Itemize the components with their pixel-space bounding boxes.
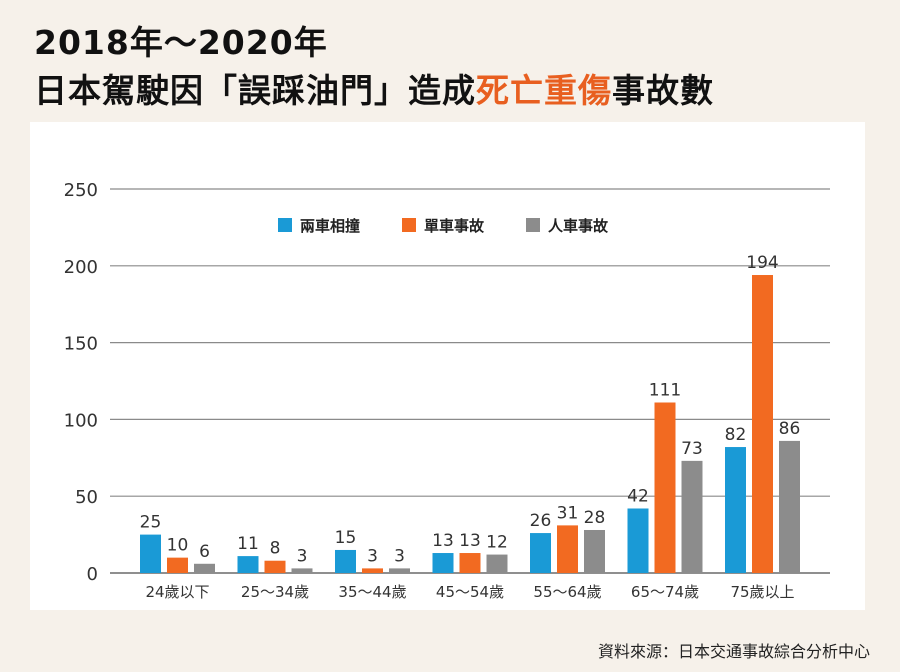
y-tick-label: 0 — [87, 564, 98, 585]
bar — [459, 553, 481, 573]
data-label: 8 — [270, 539, 281, 559]
data-label: 73 — [681, 439, 703, 459]
y-tick-label: 100 — [64, 410, 98, 431]
chart-panel: 0 50 100 150 200 250 25 10 6 24歲以下 11 8 3 25～34歲 15 3 3 3… — [30, 122, 865, 610]
legend-swatch — [402, 218, 416, 232]
bar — [291, 568, 313, 573]
data-label: 15 — [335, 528, 357, 548]
legend-label: 單車事故 — [424, 217, 485, 235]
x-tick-label: 35～44歲 — [338, 583, 406, 601]
bar — [486, 554, 508, 573]
bar — [627, 508, 649, 573]
bar — [584, 529, 605, 573]
data-label: 26 — [530, 511, 552, 531]
data-label: 13 — [432, 531, 454, 551]
chart-title-line-1: 2018年～2020年 — [34, 23, 328, 62]
chart-title-line-2: 日本駕駛因「誤踩油門」造成死亡重傷事故數 — [34, 64, 714, 112]
bar — [140, 534, 161, 573]
x-tick-label: 24歲以下 — [145, 583, 209, 601]
y-tick-label: 150 — [64, 334, 98, 355]
bar — [557, 525, 578, 573]
y-tick-label: 200 — [64, 257, 98, 278]
data-label: 11 — [237, 534, 259, 554]
title-prefix: 日本駕駛因「誤踩油門」造成 — [34, 71, 476, 110]
bar — [681, 460, 703, 573]
data-label: 3 — [394, 546, 405, 566]
data-label: 86 — [779, 419, 801, 439]
title-suffix: 事故數 — [612, 71, 714, 110]
data-label: 28 — [584, 508, 606, 528]
bar — [335, 549, 356, 573]
legend-swatch — [526, 218, 540, 232]
bar — [725, 447, 746, 573]
bar — [237, 556, 259, 573]
data-label: 31 — [557, 503, 579, 523]
data-label: 3 — [297, 546, 308, 566]
x-tick-label: 45～54歲 — [436, 583, 504, 601]
bar — [362, 568, 383, 573]
bar — [389, 568, 410, 573]
x-tick-label: 55～64歲 — [533, 583, 601, 601]
bar — [530, 533, 551, 573]
legend-swatch — [278, 218, 292, 232]
bar — [432, 553, 454, 573]
data-label: 6 — [199, 542, 210, 562]
bar — [194, 563, 215, 573]
bar — [752, 275, 773, 573]
data-label: 111 — [649, 381, 681, 401]
x-tick-label: 75歲以上 — [730, 583, 794, 601]
title-accent: 死亡重傷 — [476, 71, 612, 110]
data-label: 13 — [459, 531, 481, 551]
y-tick-label: 250 — [64, 180, 98, 201]
data-label: 25 — [140, 513, 162, 533]
bar — [779, 440, 800, 573]
bar — [654, 402, 676, 573]
source-note: 資料來源：日本交通事故綜合分析中心 — [597, 642, 870, 661]
legend-label: 人車事故 — [548, 217, 609, 235]
legend-label: 兩車相撞 — [300, 217, 360, 235]
y-tick-label: 50 — [75, 487, 98, 508]
data-label: 82 — [725, 425, 747, 445]
bar — [264, 560, 286, 573]
data-label: 3 — [367, 546, 378, 566]
data-label: 12 — [486, 533, 508, 553]
x-tick-label: 25～34歲 — [241, 583, 309, 601]
data-label: 10 — [167, 536, 189, 556]
data-label: 194 — [746, 253, 778, 273]
x-tick-label: 65～74歲 — [631, 583, 699, 601]
data-label: 42 — [627, 486, 649, 506]
bar — [167, 557, 188, 573]
